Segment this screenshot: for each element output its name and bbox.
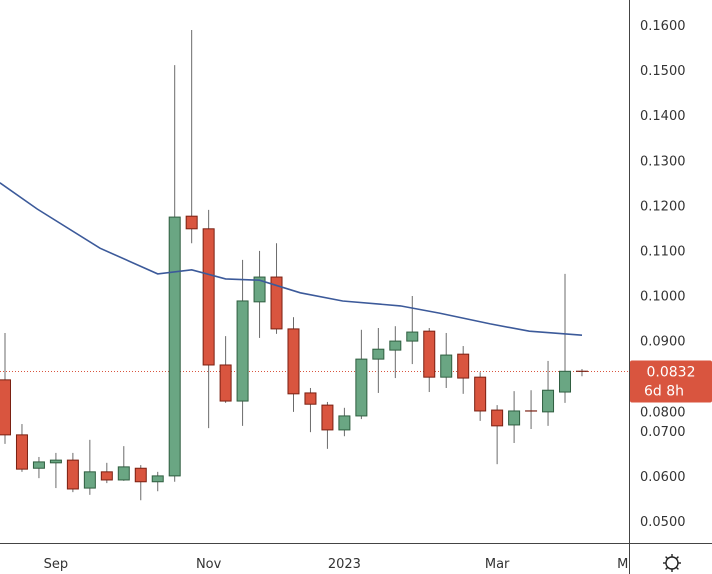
price-tick-label: 0.0900 bbox=[640, 335, 686, 350]
candle-up bbox=[559, 273, 572, 403]
candle-up bbox=[117, 446, 130, 481]
candle-down bbox=[474, 372, 487, 421]
candle-body bbox=[559, 370, 572, 393]
candle-down bbox=[270, 243, 283, 334]
candle-up bbox=[83, 439, 96, 495]
candle-up bbox=[440, 332, 453, 388]
price-tick-label: 0.0700 bbox=[640, 425, 686, 440]
candle-up bbox=[253, 250, 266, 338]
candle-up bbox=[508, 391, 521, 443]
time-tick-label: Mar bbox=[485, 557, 510, 572]
time-tick-label: Nov bbox=[196, 557, 222, 572]
candle-body bbox=[389, 340, 402, 351]
price-tick-label: 0.1400 bbox=[640, 109, 686, 124]
candle-down bbox=[219, 336, 232, 403]
candle-down bbox=[491, 405, 504, 465]
candle-up bbox=[49, 452, 62, 489]
candle-down bbox=[321, 401, 334, 449]
candle-up bbox=[542, 360, 555, 426]
time-axis[interactable]: Sep Nov 2023 Mar M bbox=[44, 557, 629, 572]
price-tick-label: 0.1100 bbox=[640, 244, 686, 259]
candle-body bbox=[202, 228, 215, 366]
candle-up bbox=[575, 369, 588, 377]
price-axis[interactable]: 0.1600 0.1500 0.1400 0.1300 0.1200 0.1100 0.10… bbox=[629, 19, 686, 530]
candle-down bbox=[287, 317, 300, 412]
candle-body bbox=[440, 354, 453, 378]
candle-body bbox=[423, 330, 436, 378]
candle-body bbox=[321, 404, 334, 431]
candle-body bbox=[304, 392, 317, 405]
candle-down bbox=[100, 462, 113, 484]
moving-average-line bbox=[0, 182, 583, 336]
settings-icon[interactable] bbox=[663, 554, 681, 572]
candle-down bbox=[134, 465, 147, 501]
candle-body bbox=[185, 215, 198, 230]
candle-body bbox=[253, 276, 266, 303]
candle-down bbox=[185, 29, 198, 244]
price-tick-label: 0.1200 bbox=[640, 199, 686, 214]
candle-body bbox=[49, 459, 62, 464]
candle-body bbox=[0, 379, 11, 436]
price-tick-label: 0.0600 bbox=[640, 470, 686, 485]
candle-body bbox=[66, 459, 79, 490]
price-tick-label: 0.1600 bbox=[640, 19, 686, 34]
candle-up bbox=[525, 390, 538, 430]
candle-body bbox=[83, 471, 96, 489]
candle-up bbox=[355, 329, 368, 420]
candle-up bbox=[338, 407, 351, 437]
candle-body bbox=[168, 216, 181, 477]
candle-body bbox=[542, 389, 555, 413]
bar-countdown: 6d 8h bbox=[644, 384, 684, 400]
candle-up bbox=[151, 471, 164, 492]
candle-body bbox=[372, 348, 385, 360]
last-price-value: 0.0832 bbox=[647, 365, 696, 381]
candle-down bbox=[304, 387, 317, 433]
candle-up bbox=[389, 326, 402, 379]
candle-up bbox=[168, 65, 181, 482]
candle-body bbox=[491, 409, 504, 427]
candle-down bbox=[15, 424, 28, 472]
price-tick-label: 0.1300 bbox=[640, 154, 686, 169]
candle-body bbox=[355, 358, 368, 417]
price-tick-label: 0.0500 bbox=[640, 515, 686, 530]
candle-body bbox=[270, 276, 283, 330]
candle-down bbox=[457, 346, 470, 394]
price-tick-label: 0.1500 bbox=[640, 64, 686, 79]
candle-up bbox=[32, 456, 45, 479]
candle-down bbox=[423, 328, 436, 393]
candle-down bbox=[202, 209, 215, 429]
candle-body bbox=[406, 331, 419, 342]
candle-body bbox=[287, 328, 300, 395]
candle-body bbox=[474, 376, 487, 412]
candle-up bbox=[372, 328, 385, 393]
candles bbox=[0, 29, 588, 501]
candle-down bbox=[0, 332, 11, 444]
time-tick-label: Sep bbox=[44, 557, 69, 572]
last-price-label: 0.0832 6d 8h bbox=[630, 360, 712, 403]
candle-down bbox=[66, 452, 79, 493]
candle-body bbox=[134, 467, 147, 483]
candle-body bbox=[457, 353, 470, 379]
candle-up bbox=[406, 295, 419, 365]
candle-body bbox=[219, 364, 232, 402]
candle-body bbox=[508, 410, 521, 426]
candle-body bbox=[32, 461, 45, 469]
candle-body bbox=[151, 475, 164, 483]
candle-body bbox=[100, 471, 113, 481]
time-tick-label: M bbox=[617, 557, 628, 572]
time-tick-label: 2023 bbox=[328, 557, 361, 572]
candle-up bbox=[236, 259, 249, 426]
candle-body bbox=[15, 434, 28, 470]
candle-body bbox=[338, 415, 351, 431]
price-tick-label: 0.1000 bbox=[640, 290, 686, 305]
price-tick-label: 0.0800 bbox=[640, 406, 686, 421]
candle-body bbox=[117, 466, 130, 481]
candle-body bbox=[236, 300, 249, 402]
